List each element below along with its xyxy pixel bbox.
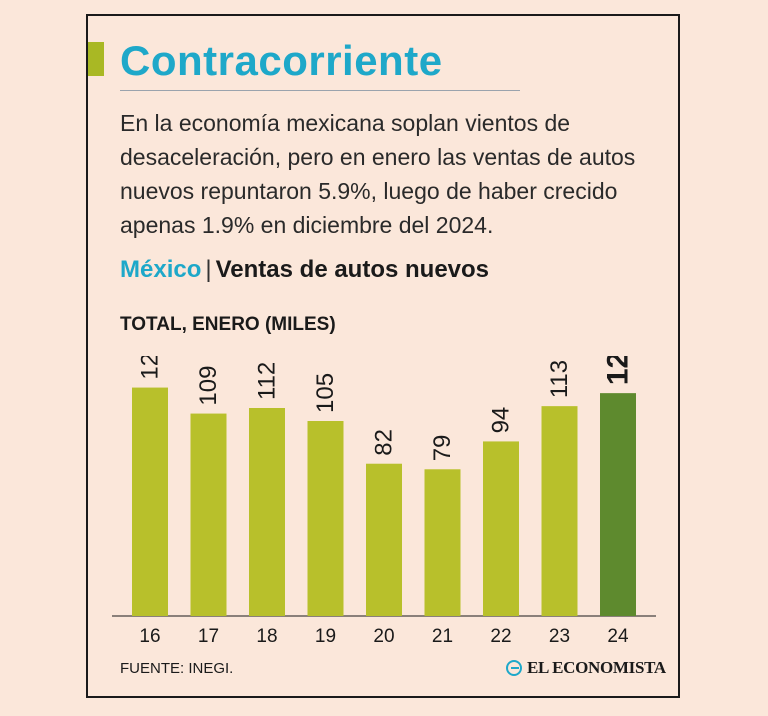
bar-chart: 123 16 109 17 112 18 105 19 82 20 79 21 94 22 113 23 120… (112, 356, 656, 647)
x-tick-label-24: 24 (607, 626, 629, 647)
country-label: México (120, 256, 202, 283)
data-label-20: 82 (371, 429, 398, 456)
publisher-logo: EL ECONOMISTA (506, 658, 666, 678)
logo-icon (506, 660, 522, 676)
bar-17 (190, 413, 227, 616)
title-divider (120, 90, 520, 91)
data-label-22: 94 (488, 407, 515, 434)
bar-24 (600, 393, 636, 616)
bar-22 (483, 441, 519, 616)
bar-19 (307, 421, 344, 616)
data-label-17: 109 (195, 366, 222, 406)
x-tick-label-20: 20 (373, 626, 394, 647)
page-title: Contracorriente (120, 37, 443, 84)
title-accent-bar (88, 42, 104, 76)
x-tick-label-17: 17 (198, 626, 219, 647)
data-label-23: 113 (546, 360, 573, 398)
data-label-21: 79 (429, 435, 456, 462)
intro-text: En la economía mexicana soplan vientos d… (120, 110, 636, 238)
bar-18 (249, 408, 285, 616)
logo-text: EL ECONOMISTA (527, 658, 666, 677)
source-note: FUENTE: INEGI. (120, 660, 234, 677)
measure-label: TOTAL, ENERO (MILES) (120, 314, 336, 335)
bar-21 (424, 469, 461, 616)
bar-20 (366, 463, 402, 616)
x-tick-label-18: 18 (256, 626, 277, 647)
data-label-24: 120 (602, 356, 635, 385)
x-tick-label-16: 16 (139, 626, 160, 647)
bar-16 (132, 387, 168, 616)
data-label-16: 123 (137, 356, 164, 380)
subject-label: Ventas de autos nuevos (215, 256, 490, 283)
x-tick-label-19: 19 (315, 626, 336, 647)
subtitle-separator: | (205, 256, 212, 283)
x-tick-label-22: 22 (490, 626, 511, 647)
infographic-card: Contracorriente En la economía mexicana … (86, 14, 680, 698)
data-label-19: 105 (312, 373, 339, 413)
x-tick-label-21: 21 (432, 626, 453, 647)
bar-23 (541, 406, 578, 616)
x-tick-label-23: 23 (549, 626, 570, 647)
data-label-18: 112 (254, 362, 281, 400)
chart-subtitle: México | Ventas de autos nuevos (120, 256, 489, 284)
